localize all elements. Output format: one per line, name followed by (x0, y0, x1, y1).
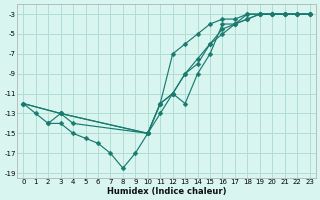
X-axis label: Humidex (Indice chaleur): Humidex (Indice chaleur) (107, 187, 226, 196)
